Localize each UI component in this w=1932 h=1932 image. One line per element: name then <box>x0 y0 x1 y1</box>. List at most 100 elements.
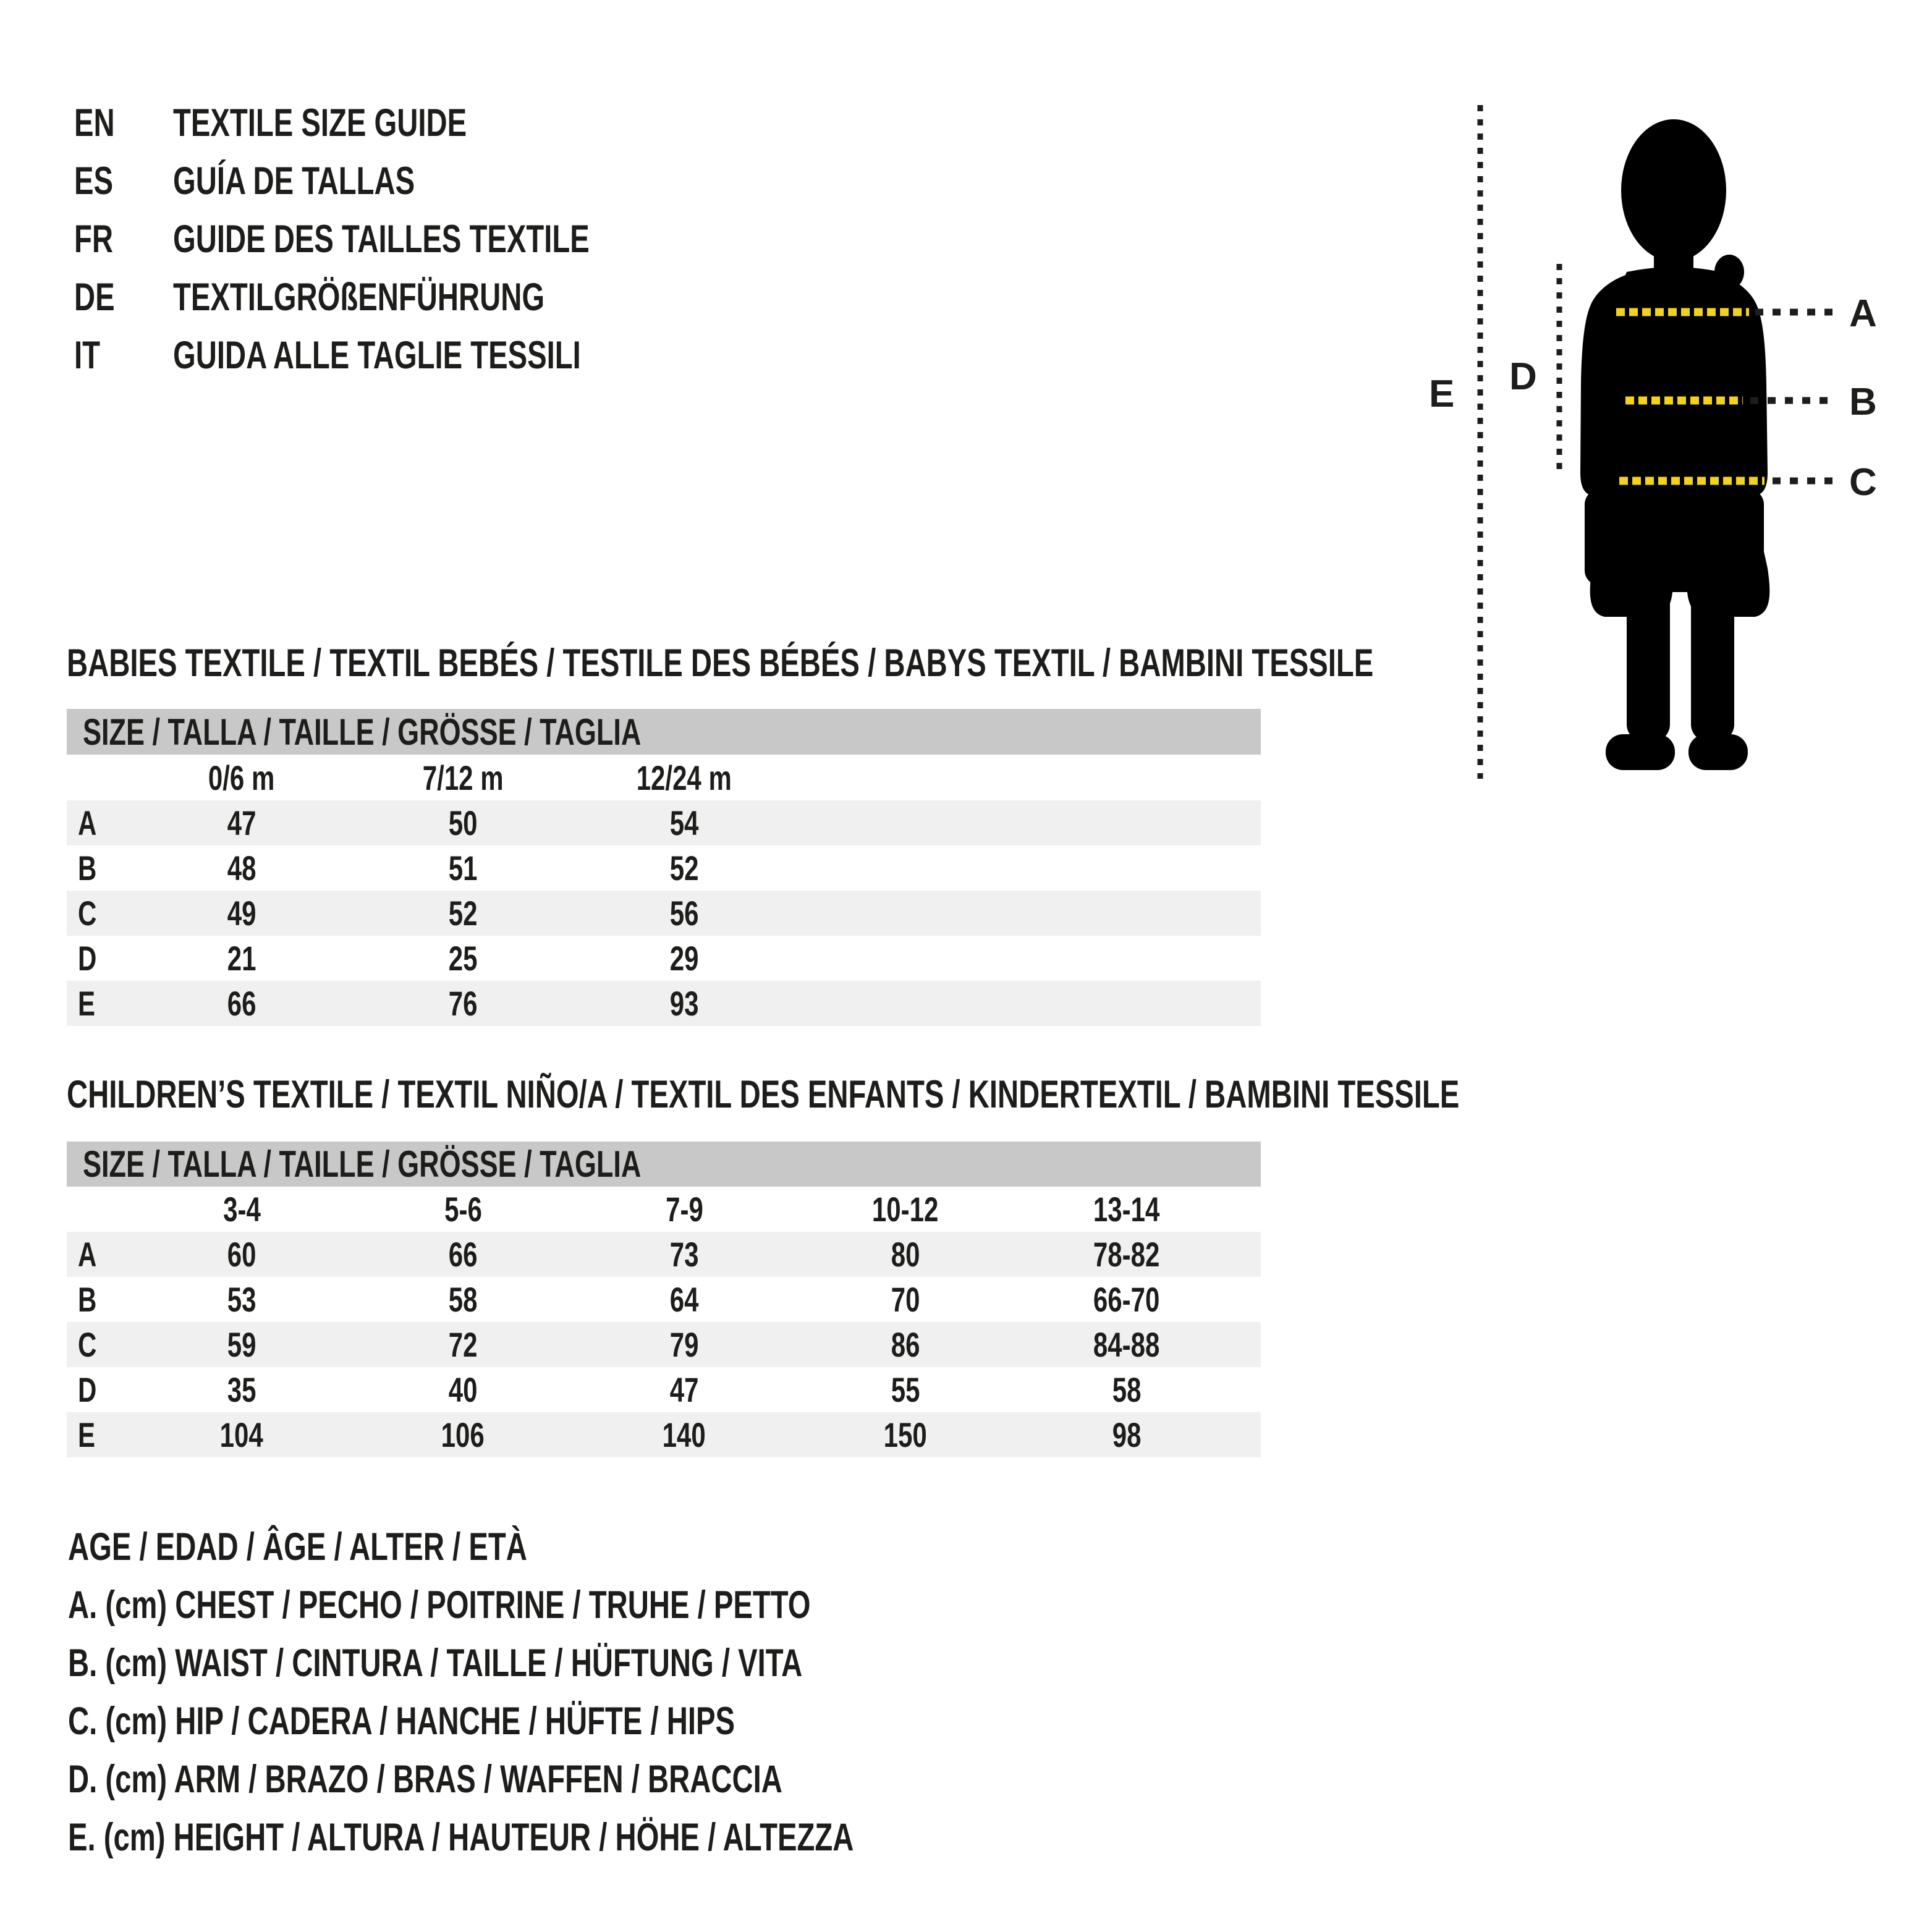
guide-title: GUIDE DES TAILLES TEXTILE <box>173 218 590 261</box>
table-cell: 150 <box>883 1415 928 1454</box>
row-label: B <box>78 849 97 888</box>
table-cell: 56 <box>669 894 699 933</box>
children-size-header-bar: SIZE / TALLA / TAILLE / GRÖSSE / TAGLIA <box>67 1142 1261 1187</box>
table-row: E 104 106 140 150 98 <box>67 1412 1261 1457</box>
babies-size-header-bar: SIZE / TALLA / TAILLE / GRÖSSE / TAGLIA <box>67 709 1261 755</box>
measurement-legend: AGE / EDAD / ÂGE / ALTER / ETÀ A. (cm) C… <box>68 1518 1116 1866</box>
table-cell: 53 <box>227 1280 256 1319</box>
babies-size-table: SIZE / TALLA / TAILLE / GRÖSSE / TAGLIA … <box>67 709 1261 1026</box>
child-silhouette-diagram: A B C D E <box>1429 105 1877 779</box>
row-label: D <box>78 1370 97 1409</box>
table-row: C 59 72 79 86 84-88 <box>67 1322 1261 1367</box>
language-row: DE TEXTILGRÖßENFÜHRUNG <box>74 268 728 326</box>
guide-title: GUIDA ALLE TAGLIE TESSILI <box>173 334 581 377</box>
legend-line-hip: C. (cm) HIP / CADERA / HANCHE / HÜFTE / … <box>68 1700 735 1743</box>
column-header: 0/6 m <box>208 758 275 797</box>
legend-line-arm: D. (cm) ARM / BRAZO / BRAS / WAFFEN / BR… <box>68 1758 782 1801</box>
table-cell: 60 <box>227 1235 256 1274</box>
figure-label-E: E <box>1429 373 1454 415</box>
language-code: IT <box>74 334 100 377</box>
table-cell: 79 <box>669 1325 699 1364</box>
table-cell: 48 <box>227 849 256 888</box>
table-row: D 21 25 29 <box>67 936 1261 981</box>
babies-column-header-row: 0/6 m 7/12 m 12/24 m <box>67 755 1261 800</box>
language-row: EN TEXTILE SIZE GUIDE <box>74 94 728 152</box>
table-row: B 53 58 64 70 66-70 <box>67 1277 1261 1322</box>
table-row: E 66 76 93 <box>67 981 1261 1026</box>
table-row: C 49 52 56 <box>67 891 1261 936</box>
table-cell: 70 <box>891 1280 920 1319</box>
row-label: C <box>78 1325 97 1364</box>
table-cell: 64 <box>669 1280 699 1319</box>
table-cell: 55 <box>891 1370 920 1409</box>
guide-title: TEXTILE SIZE GUIDE <box>173 101 467 145</box>
language-row: IT GUIDA ALLE TAGLIE TESSILI <box>74 326 728 384</box>
table-cell: 49 <box>227 894 256 933</box>
figure-label-B: B <box>1849 381 1877 423</box>
table-cell: 52 <box>448 894 478 933</box>
table-cell: 58 <box>1112 1370 1142 1409</box>
column-header: 10-12 <box>872 1190 939 1229</box>
table-cell: 93 <box>669 984 699 1023</box>
table-cell: 29 <box>669 939 699 978</box>
row-label: B <box>78 1280 97 1319</box>
table-cell: 66 <box>448 1235 478 1274</box>
language-code: ES <box>74 159 114 203</box>
table-cell: 47 <box>669 1370 699 1409</box>
table-cell: 51 <box>448 849 478 888</box>
row-label: E <box>78 984 96 1023</box>
table-row: A 60 66 73 80 78-82 <box>67 1232 1261 1277</box>
table-row: D 35 40 47 55 58 <box>67 1367 1261 1412</box>
table-cell: 54 <box>669 803 699 842</box>
babies-section-heading: BABIES TEXTILE / TEXTIL BEBÉS / TESTILE … <box>67 642 1374 685</box>
table-cell: 104 <box>219 1415 264 1454</box>
table-cell: 73 <box>669 1235 699 1274</box>
row-label: C <box>78 894 97 933</box>
table-cell: 40 <box>448 1370 478 1409</box>
column-header: 7/12 m <box>422 758 504 797</box>
table-row: A 47 50 54 <box>67 800 1261 845</box>
children-size-table: SIZE / TALLA / TAILLE / GRÖSSE / TAGLIA … <box>67 1142 1261 1457</box>
legend-line-height: E. (cm) HEIGHT / ALTURA / HAUTEUR / HÖHE… <box>68 1816 854 1859</box>
column-header: 3-4 <box>222 1190 261 1229</box>
table-cell: 140 <box>662 1415 706 1454</box>
legend-line-waist: B. (cm) WAIST / CINTURA / TAILLE / HÜFTU… <box>68 1642 803 1685</box>
legend-line-chest: A. (cm) CHEST / PECHO / POITRINE / TRUHE… <box>68 1583 811 1627</box>
row-label: D <box>78 939 97 978</box>
guide-title: GUÍA DE TALLAS <box>173 159 415 203</box>
column-header: 12/24 m <box>636 758 732 797</box>
figure-label-C: C <box>1849 461 1877 504</box>
table-cell: 21 <box>227 939 256 978</box>
table-cell: 47 <box>227 803 256 842</box>
row-label: E <box>78 1415 96 1454</box>
table-row: B 48 51 52 <box>67 845 1261 891</box>
column-header: 13-14 <box>1093 1190 1160 1229</box>
column-header: 7-9 <box>665 1190 703 1229</box>
legend-line-age: AGE / EDAD / ÂGE / ALTER / ETÀ <box>68 1525 527 1569</box>
table-cell: 80 <box>891 1235 920 1274</box>
table-cell: 52 <box>669 849 699 888</box>
table-cell: 72 <box>448 1325 478 1364</box>
language-code: DE <box>74 276 115 319</box>
table-cell: 84-88 <box>1093 1325 1160 1364</box>
column-header: 5-6 <box>444 1190 482 1229</box>
children-column-header-row: 3-4 5-6 7-9 10-12 13-14 <box>67 1187 1261 1232</box>
figure-label-A: A <box>1849 292 1877 335</box>
table-cell: 50 <box>448 803 478 842</box>
row-label: A <box>78 803 97 842</box>
children-section-heading: CHILDREN’S TEXTILE / TEXTIL NIÑO/A / TEX… <box>67 1073 1460 1116</box>
table-cell: 66-70 <box>1093 1280 1160 1319</box>
table-cell: 35 <box>227 1370 256 1409</box>
language-title-list: EN TEXTILE SIZE GUIDE ES GUÍA DE TALLAS … <box>74 94 728 384</box>
table-cell: 58 <box>448 1280 478 1319</box>
child-silhouette <box>1580 119 1770 770</box>
row-label: A <box>78 1235 97 1274</box>
language-code: FR <box>74 218 113 261</box>
language-row: ES GUÍA DE TALLAS <box>74 152 728 210</box>
table-cell: 86 <box>891 1325 920 1364</box>
table-cell: 76 <box>448 984 478 1023</box>
measurement-figure: A B C D E <box>1409 87 1932 803</box>
table-cell: 106 <box>441 1415 485 1454</box>
guide-title: TEXTILGRÖßENFÜHRUNG <box>173 276 545 319</box>
language-row: FR GUIDE DES TAILLES TEXTILE <box>74 210 728 268</box>
